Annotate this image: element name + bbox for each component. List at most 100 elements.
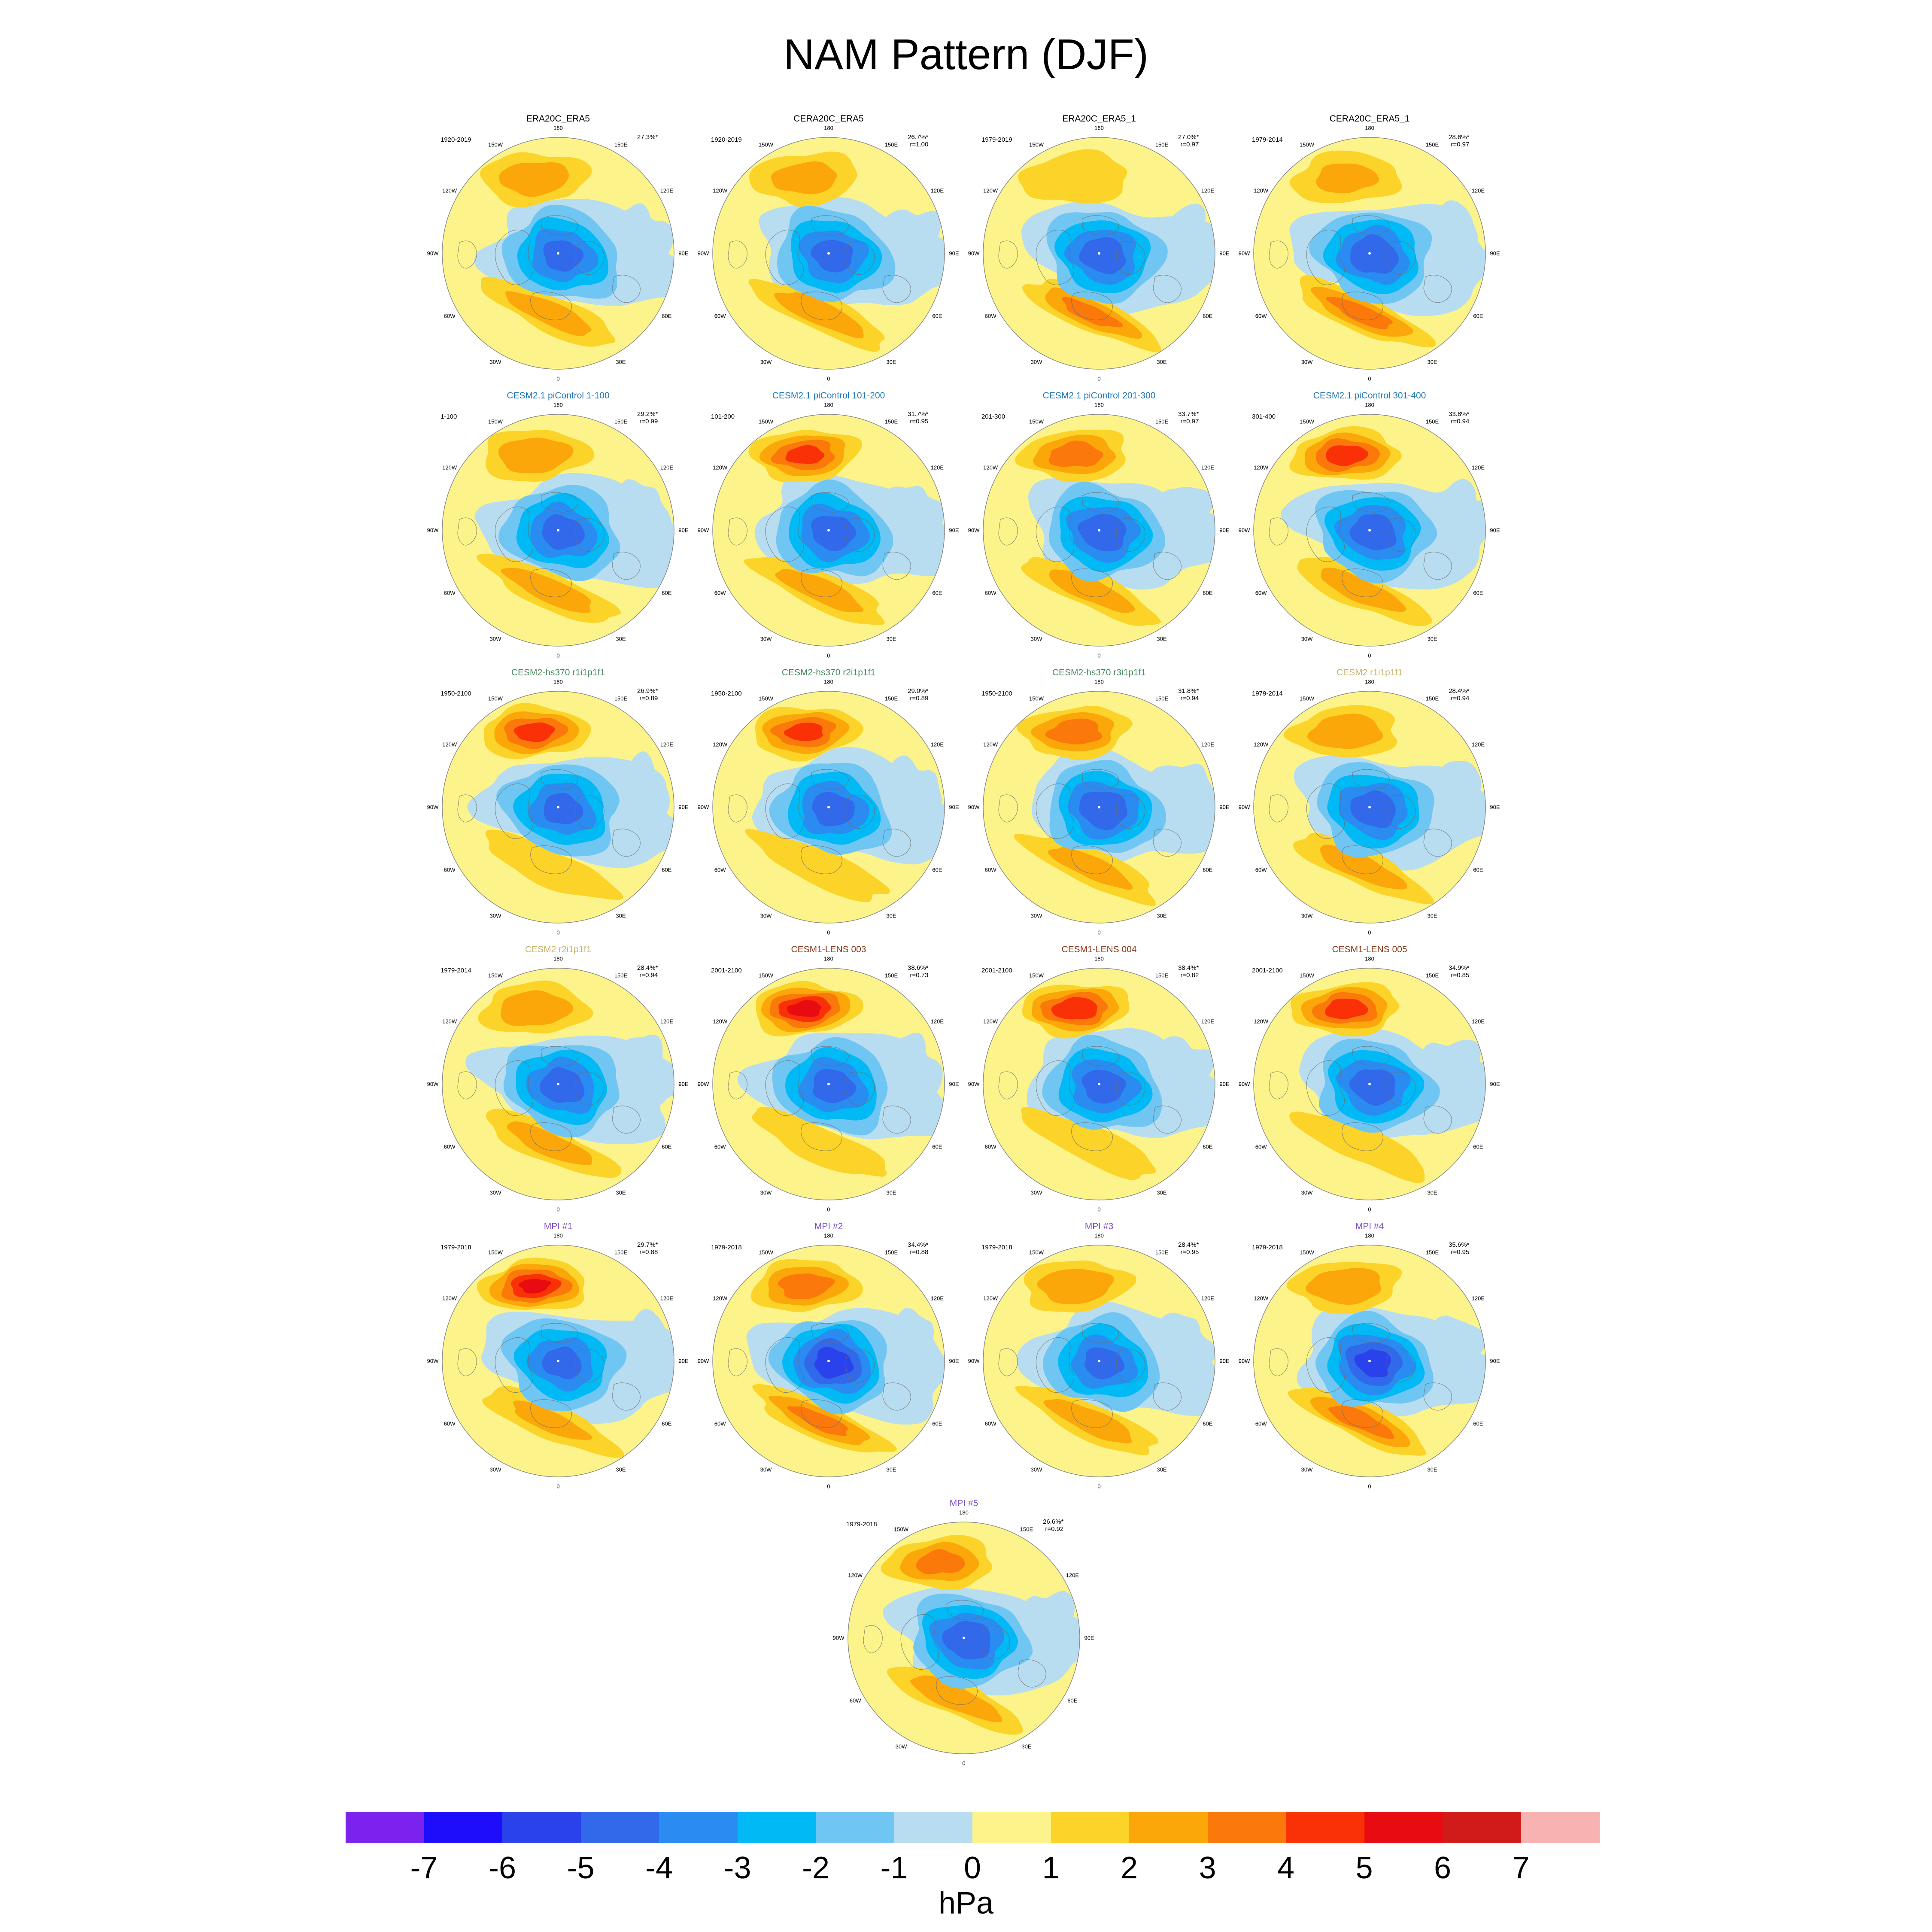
pole-marker: [557, 252, 559, 255]
atlantic-high-contour: [513, 1400, 592, 1440]
coastline: [575, 1072, 605, 1106]
coastline: [811, 215, 849, 236]
pacific-high-contour: [785, 445, 825, 464]
longitude-label: 60E: [1203, 866, 1213, 873]
map-border: [712, 137, 945, 370]
longitude-label: 30E: [616, 358, 626, 365]
panel-correlation: r=0.73: [910, 972, 929, 979]
arctic-low-contour: [813, 1069, 857, 1103]
pacific-high-contour: [1305, 1268, 1381, 1305]
coastline: [801, 292, 842, 320]
coastline: [457, 794, 477, 823]
atlantic-high-contour: [1062, 297, 1123, 328]
polar-map: [983, 1245, 1215, 1477]
coastline: [811, 492, 849, 513]
longitude-label: 30E: [1427, 358, 1437, 365]
panel-title: CESM2 r1i1p1f1: [1336, 668, 1403, 677]
panel-variance: 29.0%* r=0.89: [908, 687, 928, 702]
panel-variance: 27.3%*: [637, 134, 658, 141]
longitude-label: 60W: [1255, 1420, 1267, 1427]
negative-region-outer: [878, 486, 945, 563]
coastline: [530, 292, 572, 320]
longitude-label: 150W: [759, 141, 773, 148]
longitude-label: 30W: [760, 912, 772, 919]
longitude-label: 60E: [662, 313, 672, 319]
map-field: [1254, 968, 1485, 1200]
longitude-label: 150W: [488, 695, 503, 702]
coastline: [575, 1349, 605, 1382]
coastline: [845, 795, 875, 829]
panel-explained-variance: 33.8%*: [1449, 410, 1470, 418]
pacific-high-contour: [1037, 1269, 1114, 1304]
panel-correlation: r=0.94: [1451, 695, 1470, 702]
polar-map: [1253, 414, 1486, 647]
map-border: [712, 414, 945, 647]
longitude-label: 60E: [932, 866, 942, 873]
longitude-label: 120E: [1471, 187, 1485, 194]
panel-period: 1920-2019: [711, 136, 742, 143]
panel-title: CESM2.1 piControl 1-100: [507, 391, 610, 401]
pacific-high-contour: [1316, 163, 1379, 194]
pacific-high-contour: [1307, 714, 1383, 749]
nam-map-panel: CESM1-LENS 005 2001-2100 34.9%* r=0.85 180 15…: [1239, 945, 1500, 1213]
coastline: [1423, 1382, 1452, 1411]
panel-period: 1979-2019: [981, 136, 1012, 143]
coastline: [457, 517, 477, 546]
longitude-label: 90E: [1219, 527, 1230, 534]
map-border: [848, 1522, 1080, 1754]
colorbar-swatch: [737, 1812, 816, 1843]
panel-title: CESM2.1 piControl 301-400: [1313, 391, 1426, 401]
longitude-label: 60E: [1473, 866, 1483, 873]
panel-explained-variance: 34.4%*: [908, 1241, 929, 1249]
colorbar-tick-label: -5: [567, 1851, 595, 1885]
polar-map: [442, 137, 674, 370]
longitude-label: 60E: [1473, 589, 1483, 596]
coastline: [1386, 795, 1416, 829]
pole-marker: [1368, 252, 1371, 255]
longitude-label: 30W: [1301, 1189, 1313, 1196]
pole-marker: [1098, 806, 1100, 808]
longitude-label: 180: [1094, 678, 1104, 685]
coastline: [765, 507, 804, 562]
pole-marker: [557, 806, 559, 808]
colorbar-swatch: [659, 1812, 738, 1843]
panel-explained-variance: 27.0%*: [1178, 134, 1199, 141]
panel-correlation: r=0.95: [910, 418, 929, 425]
map-field: [442, 414, 674, 646]
map-border: [712, 691, 945, 923]
arctic-low-contour: [1350, 234, 1399, 274]
longitude-label: 150W: [1029, 141, 1044, 148]
longitude-label: 60W: [444, 589, 456, 596]
coastline: [530, 568, 572, 597]
panel-period: 1979-2018: [1252, 1244, 1283, 1251]
nam-map-panel: CESM2-hs370 r3i1p1f1 1950-2100 31.8%* r=0.9…: [968, 668, 1230, 936]
map-field: [983, 691, 1215, 923]
longitude-label: 90E: [678, 1358, 689, 1364]
longitude-label: 150E: [1155, 418, 1169, 425]
coastline: [1269, 794, 1288, 823]
longitude-label: 0: [556, 1206, 560, 1213]
atlantic-high-contour: [774, 292, 864, 339]
coastline: [845, 518, 875, 552]
coastline: [998, 794, 1018, 823]
longitude-label: 30E: [1157, 1189, 1167, 1196]
coastline: [541, 769, 578, 790]
longitude-label: 90W: [697, 1358, 709, 1364]
coastline: [1081, 492, 1119, 513]
pacific-high-contour: [498, 162, 569, 197]
coastline: [612, 1382, 641, 1411]
nam-map-panel: CESM2 r1i1p1f1 1979-2014 28.4%* r=0.94 180 15…: [1239, 668, 1500, 936]
longitude-label: 60W: [714, 1420, 726, 1427]
atlantic-high-contour: [751, 1107, 887, 1177]
longitude-label: 90W: [968, 1081, 980, 1088]
coastline: [1116, 1072, 1145, 1106]
longitude-label: 90E: [1490, 804, 1500, 811]
panel-variance: 31.8%* r=0.94: [1178, 687, 1199, 702]
longitude-label: 30E: [616, 1189, 626, 1196]
polar-map: [1253, 968, 1486, 1200]
map-field: [983, 137, 1215, 369]
longitude-label: 60E: [662, 1420, 672, 1427]
polar-map: [712, 968, 945, 1200]
coastline: [1306, 1060, 1345, 1116]
panel-explained-variance: 31.8%*: [1178, 687, 1199, 695]
